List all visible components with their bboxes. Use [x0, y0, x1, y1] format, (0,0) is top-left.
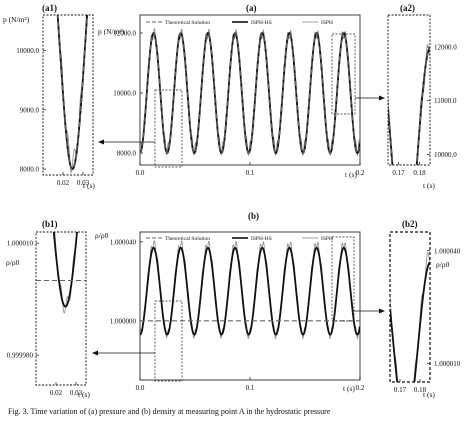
panel-a2: (a2) 0.17 0.18 10000.0 11000.0 12000.0 t (s) [387, 3, 457, 190]
panel-b1: (b1) ρ/ρ0 0.02 0.03 1.000010 0.999980 t (s) [6, 219, 90, 399]
x-tick-label: 0.1 [246, 169, 255, 177]
panel-b2-xlabel: t (s) [423, 390, 435, 399]
panel-a2-series [388, 44, 430, 165]
panel-a-xlabel: t (s) [345, 170, 357, 179]
x-tick-label: 0.2 [356, 169, 365, 177]
panel-a1: (a1) p (N/m²) 0.02 0.03 8000.0 9000.0 10000.… [3, 3, 95, 190]
legend-label: ISPH [321, 20, 333, 26]
y-tick-label: 10000.0 [434, 151, 457, 159]
panel-a2-frame [387, 14, 431, 166]
y-tick-label: 10000.0 [16, 47, 39, 55]
panel-a-legend: Theoretical Solution ISPH-HS ISPH [146, 20, 333, 26]
x-tick-label: 0.02 [50, 389, 63, 397]
x-tick-label: 0.03 [70, 389, 83, 397]
panel-a1-ylabel: p (N/m²) [3, 15, 30, 24]
panel-b-label: (b) [248, 211, 259, 221]
panel-a-series [140, 27, 360, 157]
y-tick-label: 1.000040 [434, 247, 461, 255]
series-line-theoretical-solution [388, 46, 430, 165]
y-tick-label: 11000.0 [434, 97, 457, 105]
panel-a: (a) p (N/m²) t (s) Theoretical Solution I… [98, 3, 385, 179]
panel-a1-label: (a1) [42, 3, 57, 13]
panel-b-ticks: 0.0 0.1 0.2 1.000000 1.000040 [110, 238, 365, 392]
panel-b1-xlabel: t (s) [78, 390, 90, 399]
panel-b-arrowhead-right [379, 308, 385, 314]
panel-b2-label: (b2) [402, 219, 418, 229]
y-tick-label: 9000.0 [20, 106, 40, 114]
series-line-theoretical-solution [57, 15, 88, 170]
series-line-isph-hs [390, 261, 430, 382]
y-tick-label: 8000.0 [20, 166, 40, 174]
panel-a1-series [56, 15, 89, 173]
legend-label: Theoretical Solution [165, 236, 210, 242]
y-tick-label: 1.000010 [7, 240, 34, 248]
panel-a2-xlabel: t (s) [423, 181, 435, 190]
panel-b1-label: (b1) [42, 219, 58, 229]
x-tick-label: 0.17 [392, 169, 405, 177]
panel-b1-ylabel: ρ/ρ0 [6, 258, 20, 267]
panel-b-legend: Theoretical Solution ISPH-HS ISPH [146, 236, 333, 242]
panel-a-arrowhead-left [98, 139, 104, 145]
panel-a2-ticks: 0.17 0.18 10000.0 11000.0 12000.0 [392, 44, 457, 177]
y-tick-label: 1.000010 [434, 360, 461, 368]
x-tick-label: 0.0 [136, 384, 145, 392]
series-line-isph [54, 232, 78, 314]
panel-b-series [140, 240, 360, 340]
panel-b: (b) ρ/ρ0 t (s) Theoretical Solution ISPH-… [92, 211, 385, 393]
x-tick-label: 0.02 [57, 179, 70, 187]
panel-a1-xlabel: t (s) [83, 181, 95, 190]
panel-a-zoom-box-1 [154, 89, 183, 168]
figure-caption: Fig. 3. Time variation of (a) pressure a… [8, 407, 331, 416]
x-tick-label: 0.18 [413, 169, 426, 177]
y-tick-label: 8000.0 [117, 150, 137, 158]
series-line-theoretical-solution [140, 32, 360, 154]
y-tick-label: 0.999980 [7, 352, 34, 360]
panel-b2-ylabel: ρ/ρ0 [436, 260, 450, 269]
panel-b2: (b2) ρ/ρ0 0.17 0.18 1.000040 1.000010 t (s) [389, 219, 461, 399]
panel-b-ylabel: ρ/ρ0 [95, 231, 109, 240]
panel-a-arrowhead-right [379, 95, 385, 101]
panel-a-zoom-box-2 [331, 33, 356, 115]
x-tick-label: 0.03 [77, 179, 90, 187]
x-tick-label: 0.0 [136, 169, 145, 177]
x-tick-label: 0.2 [356, 384, 365, 392]
panel-b1-ticks: 0.02 0.03 1.000010 0.999980 [7, 240, 83, 397]
panel-a1-frame [42, 14, 94, 176]
x-tick-label: 0.1 [246, 384, 255, 392]
y-tick-label: 1.000040 [110, 238, 137, 246]
y-tick-label: 12000.0 [113, 30, 136, 38]
panel-b-arrowhead-left [92, 350, 98, 356]
panel-b-zoom-box-1 [154, 300, 183, 382]
legend-label: ISPH-HS [251, 236, 272, 242]
legend-label: ISPH-HS [251, 20, 272, 26]
series-line-isph-hs [52, 232, 78, 308]
panel-a2-label: (a2) [400, 3, 415, 13]
y-tick-label: 10000.0 [113, 90, 136, 98]
legend-label: ISPH [321, 236, 333, 242]
legend-label: Theoretical Solution [165, 20, 210, 26]
y-tick-label: 12000.0 [434, 44, 457, 52]
panel-b1-series [36, 232, 86, 314]
panel-b2-frame [389, 231, 431, 383]
panel-b1-frame [35, 231, 87, 386]
panel-a-ylabel: p (N/m²) [98, 27, 125, 36]
panel-a-ticks: 0.0 0.1 0.2 8000.0 10000.0 12000.0 [113, 30, 365, 178]
panel-a1-ticks: 0.02 0.03 8000.0 9000.0 10000.0 [16, 47, 89, 187]
x-tick-label: 0.17 [394, 386, 407, 394]
series-line-isph-hs [140, 246, 360, 336]
panel-a-label: (a) [246, 3, 257, 13]
y-tick-label: 1.000000 [110, 317, 137, 325]
panel-b2-series [390, 252, 430, 382]
panel-b-zoom-box-2 [331, 236, 355, 322]
x-tick-label: 0.18 [414, 386, 427, 394]
panel-b-xlabel: t (s) [343, 384, 355, 393]
